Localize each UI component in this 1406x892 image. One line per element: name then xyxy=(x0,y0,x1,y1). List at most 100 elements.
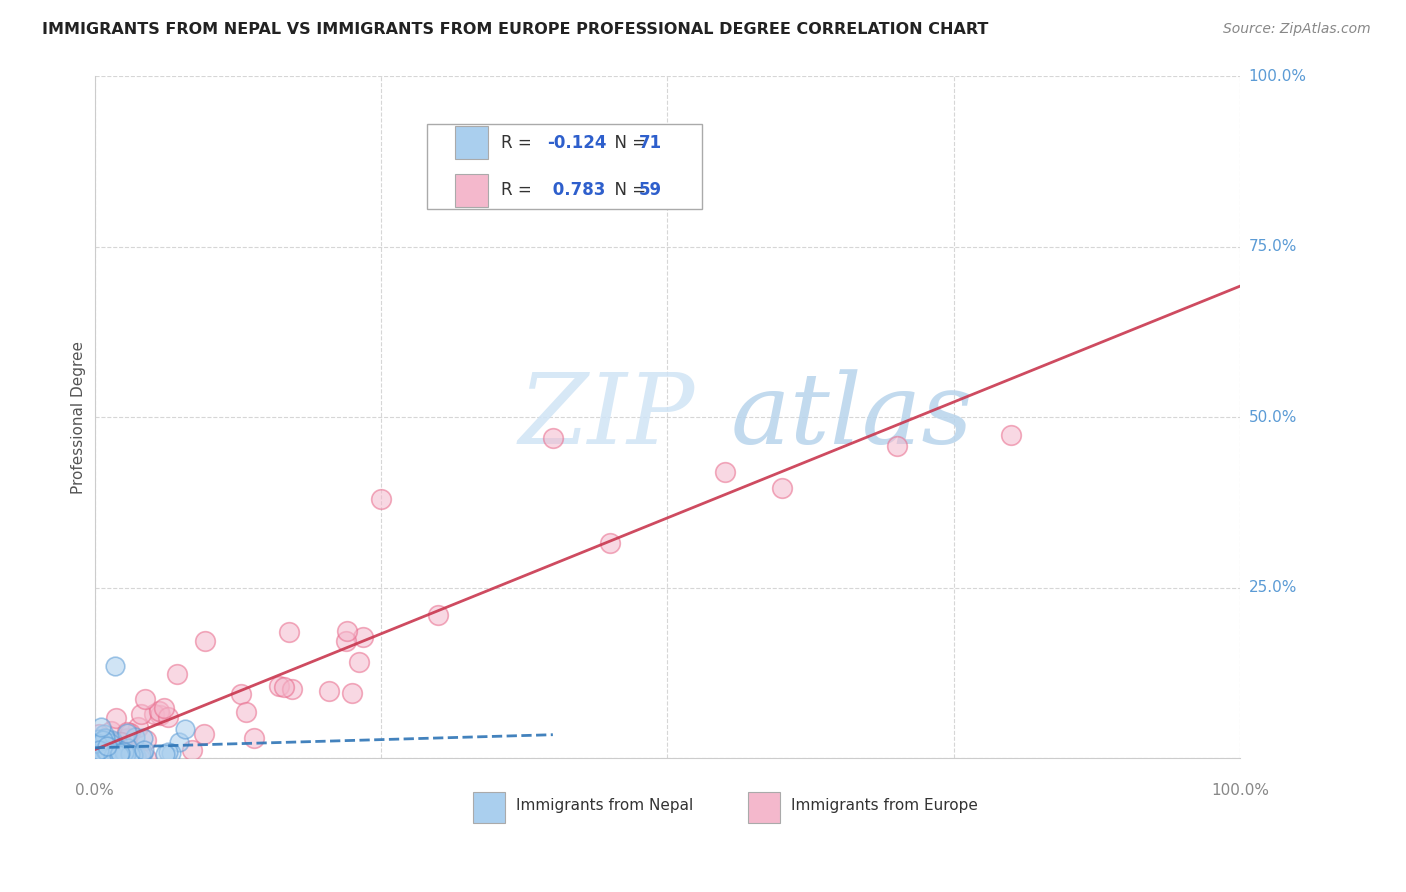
Text: Immigrants from Nepal: Immigrants from Nepal xyxy=(516,798,693,814)
Point xyxy=(167,735,190,749)
Point xyxy=(124,751,146,765)
FancyBboxPatch shape xyxy=(456,126,488,159)
Point xyxy=(84,748,107,763)
Point xyxy=(89,742,111,756)
Point xyxy=(193,727,215,741)
Point xyxy=(114,747,136,761)
Point xyxy=(90,737,112,751)
Point xyxy=(370,491,392,506)
Point xyxy=(96,739,118,754)
Text: atlas: atlas xyxy=(731,369,973,465)
Point xyxy=(89,738,111,752)
Point xyxy=(94,731,117,746)
Point xyxy=(98,751,121,765)
Point xyxy=(181,742,204,756)
Point xyxy=(84,743,107,757)
Point xyxy=(110,735,132,749)
Point xyxy=(115,725,138,739)
Point xyxy=(104,659,127,673)
Point xyxy=(86,751,108,765)
Point xyxy=(84,748,107,763)
Point xyxy=(886,439,908,453)
Point xyxy=(235,705,257,719)
Point xyxy=(117,741,139,756)
Point xyxy=(96,740,118,755)
Point xyxy=(336,624,359,639)
FancyBboxPatch shape xyxy=(456,174,488,207)
Text: 0.0%: 0.0% xyxy=(75,783,114,798)
Point xyxy=(100,723,122,738)
Point xyxy=(97,739,120,753)
Point xyxy=(129,751,152,765)
Point xyxy=(87,743,110,757)
Point xyxy=(96,748,118,763)
Point xyxy=(135,733,157,747)
Point xyxy=(105,745,128,759)
Point xyxy=(194,634,217,648)
Point xyxy=(114,751,136,765)
Point xyxy=(96,733,118,747)
Point xyxy=(335,634,357,648)
Point xyxy=(86,745,108,759)
Point xyxy=(318,683,340,698)
Point xyxy=(98,736,121,750)
Point xyxy=(90,720,112,734)
Point xyxy=(90,740,112,755)
Point xyxy=(90,747,112,762)
Text: N =: N = xyxy=(605,181,652,199)
Point xyxy=(770,481,793,495)
Point xyxy=(1000,427,1022,442)
Point xyxy=(278,625,301,640)
Text: R =: R = xyxy=(502,181,537,199)
Text: 100.0%: 100.0% xyxy=(1249,69,1306,84)
Text: 100.0%: 100.0% xyxy=(1212,783,1270,798)
Point xyxy=(86,743,108,757)
Point xyxy=(96,751,118,765)
Y-axis label: Professional Degree: Professional Degree xyxy=(72,341,86,493)
Point xyxy=(273,680,295,694)
Point xyxy=(153,701,176,715)
Point xyxy=(111,746,134,760)
Point xyxy=(132,746,155,760)
Point xyxy=(89,740,111,755)
Text: R =: R = xyxy=(502,134,537,152)
Point xyxy=(91,733,114,747)
Point xyxy=(541,431,564,445)
Point xyxy=(87,727,110,741)
Text: 25.0%: 25.0% xyxy=(1249,580,1296,595)
Point xyxy=(129,707,152,722)
Point xyxy=(86,751,108,765)
Point xyxy=(84,736,107,750)
Point xyxy=(100,732,122,747)
Point xyxy=(281,681,304,696)
Point xyxy=(155,747,177,761)
Point xyxy=(231,687,253,701)
Text: 71: 71 xyxy=(638,134,662,152)
Point xyxy=(149,707,172,722)
Point xyxy=(96,739,118,753)
Point xyxy=(135,751,157,765)
Point xyxy=(89,748,111,763)
Point xyxy=(349,655,371,669)
Point xyxy=(122,751,145,765)
Text: 0.783: 0.783 xyxy=(547,181,606,199)
Point xyxy=(87,746,110,760)
Text: 50.0%: 50.0% xyxy=(1249,409,1296,425)
Point xyxy=(157,746,180,760)
Point xyxy=(110,746,132,760)
Point xyxy=(86,739,108,753)
Point xyxy=(166,667,188,681)
Point xyxy=(157,709,180,723)
Point xyxy=(89,747,111,762)
Point xyxy=(86,747,108,762)
Point xyxy=(242,731,264,745)
Point xyxy=(94,743,117,757)
Point xyxy=(98,736,121,750)
Point xyxy=(86,737,108,751)
Point xyxy=(96,748,118,763)
Point xyxy=(115,731,138,746)
Point xyxy=(104,746,127,760)
Point xyxy=(104,711,127,725)
Point xyxy=(124,730,146,744)
Point xyxy=(115,731,138,745)
